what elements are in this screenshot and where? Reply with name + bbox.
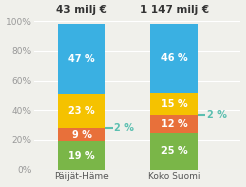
Text: 19 %: 19 %	[68, 151, 95, 161]
Text: 2 %: 2 %	[207, 110, 227, 120]
Bar	[151, 24, 198, 93]
Bar	[151, 93, 198, 115]
Text: 23 %: 23 %	[68, 106, 95, 116]
Bar	[58, 128, 106, 142]
Text: 25 %: 25 %	[161, 146, 187, 156]
Bar	[151, 115, 198, 133]
Text: 12 %: 12 %	[161, 119, 187, 129]
Bar	[58, 24, 106, 94]
Bar	[151, 133, 198, 170]
Text: 1 147 milj €: 1 147 milj €	[140, 5, 209, 15]
Text: 15 %: 15 %	[161, 99, 187, 109]
Text: 46 %: 46 %	[161, 53, 187, 63]
Bar	[58, 142, 106, 170]
Text: 47 %: 47 %	[68, 54, 95, 64]
Bar	[58, 94, 106, 128]
Text: 2 %: 2 %	[114, 123, 134, 133]
Text: 43 milj €: 43 milj €	[56, 5, 107, 15]
Text: 9 %: 9 %	[72, 130, 92, 140]
